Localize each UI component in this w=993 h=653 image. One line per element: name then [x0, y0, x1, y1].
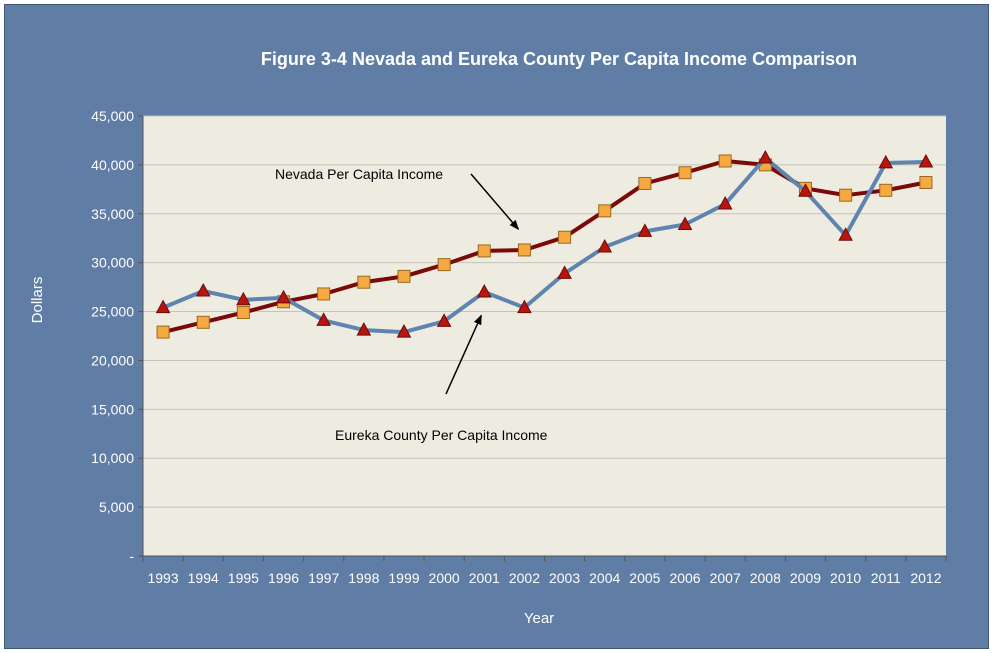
y-tick-label: 15,000 — [91, 401, 134, 417]
data-point — [718, 154, 732, 168]
x-tick-label: 1999 — [388, 570, 419, 586]
x-tick-label: 2009 — [790, 570, 821, 586]
x-tick-label: 2002 — [509, 570, 540, 586]
x-tick-label: 1995 — [228, 570, 259, 586]
data-point — [677, 216, 693, 231]
x-tick-label: 2004 — [589, 570, 620, 586]
data-point — [798, 183, 813, 197]
data-point — [236, 291, 251, 306]
series-1 — [155, 149, 934, 338]
annotation-arrow — [470, 173, 520, 231]
y-tick-label: 25,000 — [91, 304, 134, 320]
data-point — [196, 315, 210, 329]
data-point — [155, 299, 171, 314]
plot-area — [143, 116, 946, 556]
y-tick-label: 45,000 — [91, 108, 134, 124]
data-point — [717, 195, 733, 210]
y-tick-label: 35,000 — [91, 206, 134, 222]
data-point — [276, 289, 291, 304]
data-point — [878, 154, 894, 169]
chart-title: Figure 3-4 Nevada and Eureka County Per … — [261, 49, 857, 69]
x-tick-label: 2008 — [750, 570, 781, 586]
data-point — [678, 166, 692, 180]
y-axis-title: Dollars — [29, 277, 46, 324]
data-point — [356, 322, 372, 336]
chart-frame: Figure 3-4 Nevada and Eureka County Per … — [4, 4, 989, 649]
annotation-arrow — [445, 314, 482, 395]
annotations: Nevada Per Capita Income Eureka County Pe… — [275, 166, 548, 443]
data-point — [879, 183, 893, 197]
data-point — [598, 204, 612, 218]
y-tick-label: - — [129, 548, 134, 564]
x-tick-label: 2012 — [910, 570, 941, 586]
x-tick-label: 2006 — [669, 570, 700, 586]
y-tick-label: 30,000 — [91, 255, 134, 271]
axes — [138, 115, 947, 561]
data-point — [839, 188, 853, 202]
x-tick-label: 1996 — [268, 570, 299, 586]
data-point — [476, 283, 492, 298]
data-point — [838, 227, 853, 241]
y-tick-label: 20,000 — [91, 352, 134, 368]
data-point — [517, 299, 532, 314]
data-point — [317, 287, 331, 301]
y-tick-label: 5,000 — [99, 499, 134, 515]
data-point — [638, 176, 652, 190]
annotation-label: Eureka County Per Capita Income — [335, 427, 548, 443]
data-point — [918, 153, 934, 168]
data-point — [437, 258, 451, 272]
data-point — [436, 313, 452, 327]
data-point — [477, 244, 491, 258]
data-point — [637, 223, 653, 237]
grid-lines — [143, 115, 946, 508]
data-point — [396, 324, 412, 338]
x-tick-label: 2007 — [710, 570, 741, 586]
data-point — [597, 238, 613, 253]
data-point — [236, 306, 250, 320]
y-tick-labels: - 5,000 10,000 15,000 20,000 25,000 30,000 35,0… — [91, 108, 134, 564]
x-tick-label: 2001 — [469, 570, 500, 586]
data-point — [316, 312, 332, 326]
data-point — [557, 265, 572, 279]
x-axis-title: Year — [524, 610, 554, 627]
x-tick-label: 2010 — [830, 570, 861, 586]
data-point — [558, 230, 572, 244]
data-point — [195, 282, 211, 297]
data-point — [919, 175, 933, 189]
x-tick-label: 2005 — [629, 570, 660, 586]
y-tick-label: 10,000 — [91, 450, 134, 466]
chart-canvas: Figure 3-4 Nevada and Eureka County Per … — [29, 49, 947, 627]
y-tick-label: 40,000 — [91, 157, 134, 173]
x-tick-label: 1993 — [147, 570, 178, 586]
annotation-label: Nevada Per Capita Income — [275, 166, 443, 182]
x-tick-labels: 1993 1994 1995 1996 1997 1998 1999 2000 2001 2002… — [147, 570, 941, 586]
x-tick-label: 1994 — [188, 570, 219, 586]
data-point — [517, 243, 531, 257]
data-point — [757, 149, 773, 164]
x-tick-label: 2000 — [429, 570, 460, 586]
x-tick-label: 1998 — [348, 570, 379, 586]
x-tick-label: 2003 — [549, 570, 580, 586]
x-tick-label: 2011 — [871, 570, 901, 586]
x-tick-label: 1997 — [308, 570, 339, 586]
series-line — [162, 156, 926, 335]
data-point — [397, 269, 411, 283]
data-point — [156, 325, 170, 339]
series-layer — [155, 149, 934, 339]
data-point — [357, 275, 371, 289]
